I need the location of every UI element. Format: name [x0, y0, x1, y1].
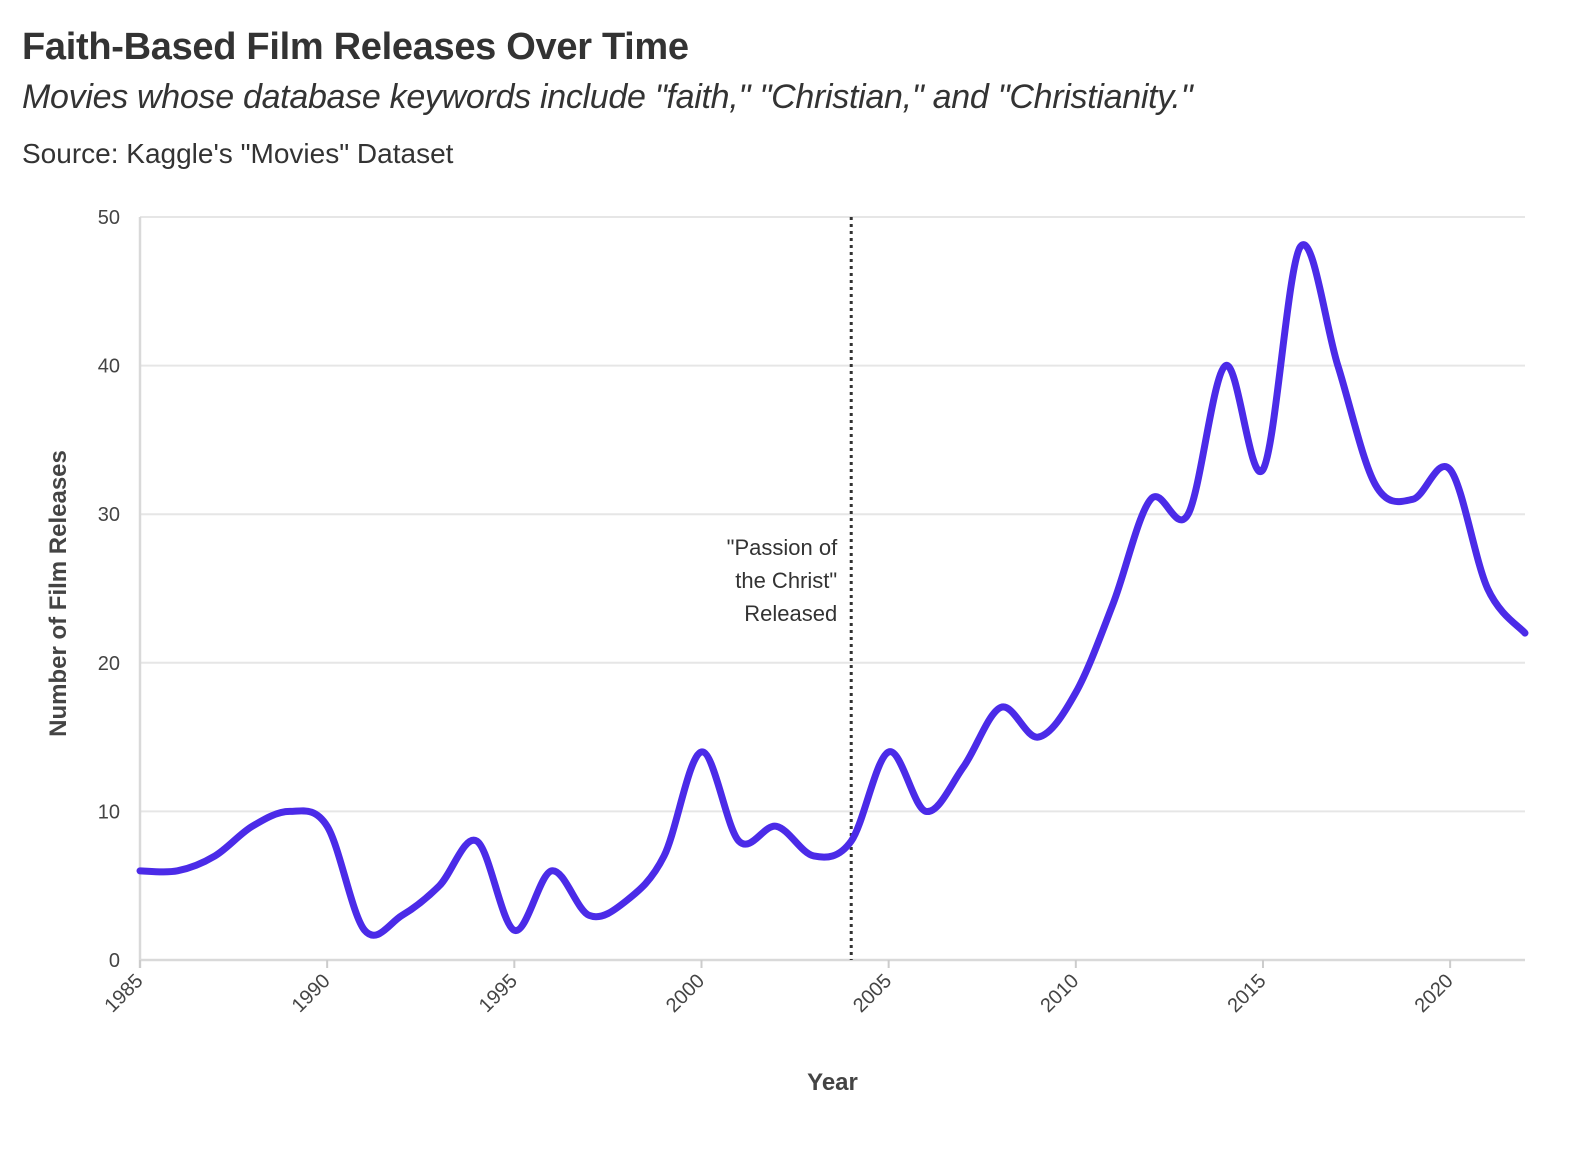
data-point: [362, 927, 368, 933]
data-point: [399, 912, 405, 918]
data-point: [474, 838, 480, 844]
x-tick-label: 2005: [849, 970, 896, 1017]
data-point: [1223, 363, 1229, 369]
data-point: [1185, 511, 1191, 517]
data-point: [1148, 496, 1154, 502]
data-point: [961, 764, 967, 770]
data-point: [1485, 586, 1491, 592]
data-point: [1110, 600, 1116, 606]
y-tick-label: 50: [98, 207, 120, 229]
y-tick-label: 20: [98, 653, 120, 675]
data-point: [586, 912, 592, 918]
annotation-text: Released: [744, 601, 837, 626]
annotation-layer: "Passion of the Christ" Released: [727, 217, 853, 960]
data-point: [624, 898, 630, 904]
chart-subtitle: Movies whose database keywords include "…: [22, 78, 1193, 116]
chart-source: Source: Kaggle's "Movies" Dataset: [22, 138, 454, 169]
data-point: [137, 868, 143, 874]
data-point: [1073, 690, 1079, 696]
x-tick-label: 1995: [475, 970, 522, 1017]
data-point: [886, 749, 892, 755]
x-tick-label: 1990: [288, 970, 335, 1017]
annotation-text: the Christ": [735, 568, 837, 593]
x-tick-label: 2010: [1036, 970, 1083, 1017]
data-point: [511, 927, 517, 933]
series-line: [136, 241, 1529, 939]
data-point: [1335, 363, 1341, 369]
x-tick-label: 2015: [1223, 970, 1270, 1017]
data-point: [436, 883, 442, 889]
data-point: [811, 853, 817, 859]
data-point: [1372, 481, 1378, 487]
x-tick-label: 1985: [101, 970, 148, 1017]
x-tick-label: 2020: [1411, 970, 1458, 1017]
data-point: [1297, 244, 1303, 250]
gridlines: [140, 216, 1525, 962]
y-tick-label: 40: [98, 356, 120, 378]
data-point: [249, 823, 255, 829]
data-point: [848, 838, 854, 844]
data-point: [287, 808, 293, 814]
data-point: [1035, 734, 1041, 740]
data-point: [1522, 630, 1528, 636]
chart-title: Faith-Based Film Releases Over Time: [22, 26, 689, 68]
data-point: [324, 823, 330, 829]
data-point: [1260, 467, 1266, 473]
y-axis-title: Number of Film Releases: [45, 450, 72, 737]
y-tick-label: 0: [109, 950, 120, 972]
annotation-text: "Passion of: [727, 535, 838, 560]
y-tick-label: 10: [98, 801, 120, 823]
data-point: [661, 853, 667, 859]
y-tick-label: 30: [98, 504, 120, 526]
data-point: [174, 868, 180, 874]
data-point: [998, 704, 1004, 710]
data-point: [923, 808, 929, 814]
data-point: [698, 749, 704, 755]
data-point: [736, 838, 742, 844]
data-point: [773, 823, 779, 829]
data-point: [212, 853, 218, 859]
x-axis-title: Year: [807, 1069, 858, 1096]
data-point: [549, 868, 555, 874]
series-layer: [136, 241, 1529, 939]
data-point: [1447, 467, 1453, 473]
data-point: [1410, 496, 1416, 502]
x-tick-label: 2000: [662, 970, 709, 1017]
